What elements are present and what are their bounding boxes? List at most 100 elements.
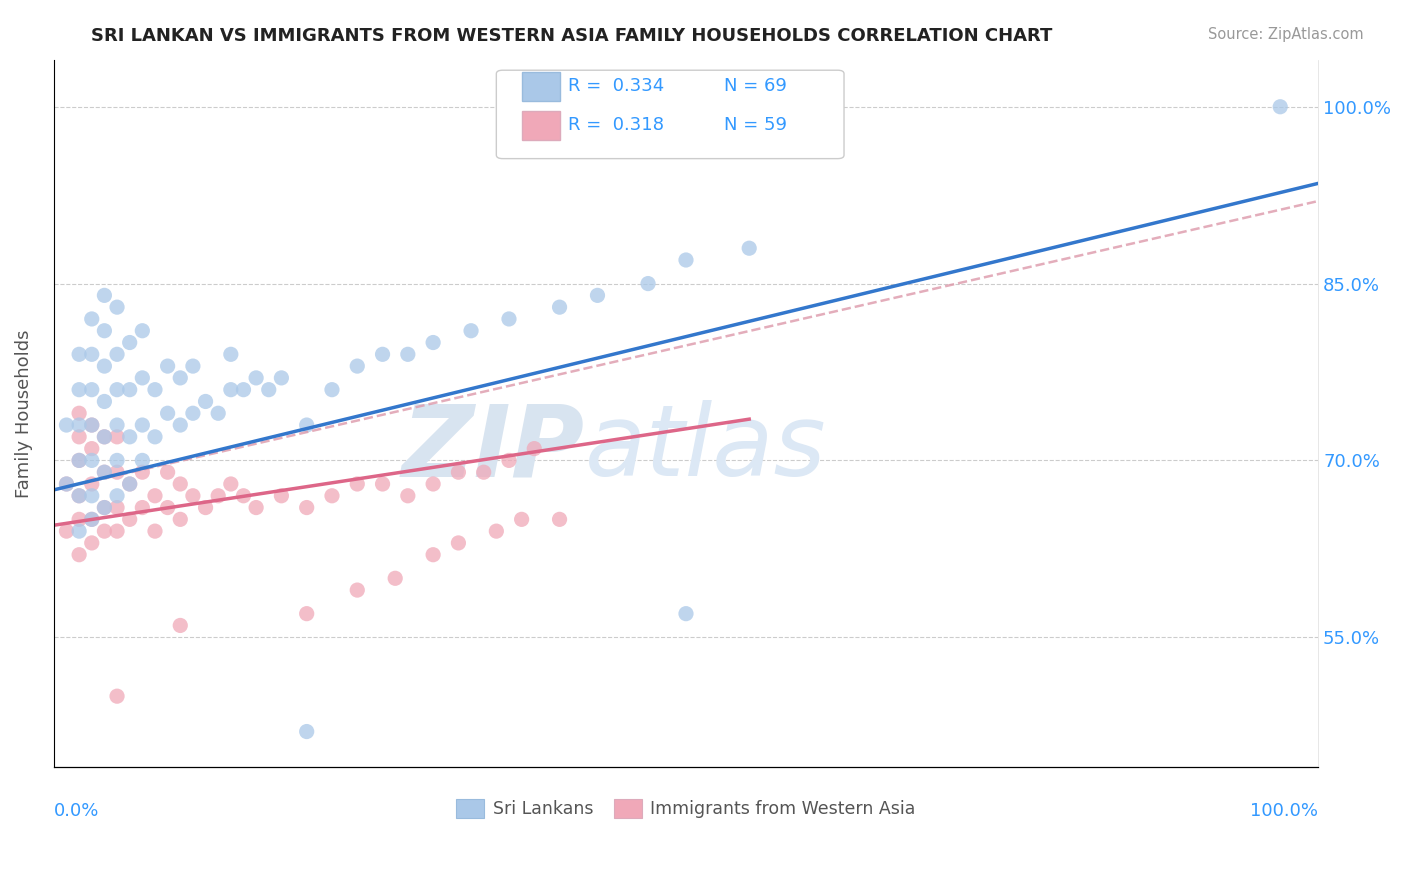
- Point: [485, 524, 508, 538]
- Point: [131, 500, 153, 515]
- Point: [55, 524, 77, 538]
- Point: [105, 383, 128, 397]
- Point: [219, 477, 242, 491]
- Point: [270, 371, 292, 385]
- Point: [295, 418, 318, 433]
- Point: [105, 453, 128, 467]
- Point: [675, 252, 697, 267]
- Point: [143, 489, 166, 503]
- Point: [55, 477, 77, 491]
- Point: [80, 418, 103, 433]
- Point: [548, 512, 571, 526]
- Point: [67, 489, 90, 503]
- Point: [738, 241, 761, 255]
- Point: [93, 524, 115, 538]
- Point: [105, 300, 128, 314]
- Point: [93, 430, 115, 444]
- Point: [80, 383, 103, 397]
- Point: [219, 383, 242, 397]
- Point: [131, 418, 153, 433]
- Point: [371, 347, 394, 361]
- Point: [371, 477, 394, 491]
- Point: [143, 524, 166, 538]
- Point: [93, 500, 115, 515]
- Point: [245, 500, 267, 515]
- Point: [93, 324, 115, 338]
- Text: R =  0.318: R = 0.318: [568, 116, 665, 135]
- Point: [105, 430, 128, 444]
- Text: ZIP: ZIP: [402, 401, 585, 497]
- Point: [637, 277, 659, 291]
- Point: [80, 512, 103, 526]
- Point: [105, 418, 128, 433]
- Point: [169, 512, 191, 526]
- Point: [93, 359, 115, 373]
- Point: [1270, 100, 1292, 114]
- Point: [93, 500, 115, 515]
- Point: [422, 548, 444, 562]
- Point: [105, 347, 128, 361]
- Point: [80, 418, 103, 433]
- Point: [67, 524, 90, 538]
- Point: [55, 477, 77, 491]
- Point: [396, 347, 419, 361]
- Point: [156, 500, 179, 515]
- Point: [93, 465, 115, 479]
- Point: [194, 500, 217, 515]
- Point: [67, 453, 90, 467]
- Point: [118, 477, 141, 491]
- Point: [131, 465, 153, 479]
- Point: [169, 618, 191, 632]
- Point: [447, 465, 470, 479]
- Point: [295, 607, 318, 621]
- Point: [67, 406, 90, 420]
- Point: [321, 489, 343, 503]
- Point: [460, 324, 482, 338]
- Point: [422, 477, 444, 491]
- Point: [232, 383, 254, 397]
- Point: [219, 347, 242, 361]
- Point: [498, 453, 520, 467]
- Point: [105, 500, 128, 515]
- Point: [118, 430, 141, 444]
- Point: [510, 512, 533, 526]
- Point: [80, 312, 103, 326]
- Point: [93, 288, 115, 302]
- Text: SRI LANKAN VS IMMIGRANTS FROM WESTERN ASIA FAMILY HOUSEHOLDS CORRELATION CHART: SRI LANKAN VS IMMIGRANTS FROM WESTERN AS…: [91, 27, 1053, 45]
- Point: [346, 583, 368, 598]
- Point: [207, 489, 229, 503]
- Point: [80, 489, 103, 503]
- Text: Source: ZipAtlas.com: Source: ZipAtlas.com: [1208, 27, 1364, 42]
- Point: [396, 489, 419, 503]
- Point: [245, 371, 267, 385]
- Point: [156, 406, 179, 420]
- Point: [169, 418, 191, 433]
- Text: 100.0%: 100.0%: [1250, 802, 1319, 821]
- Y-axis label: Family Households: Family Households: [15, 329, 32, 498]
- Point: [169, 371, 191, 385]
- Point: [156, 359, 179, 373]
- Point: [67, 383, 90, 397]
- Point: [321, 383, 343, 397]
- FancyBboxPatch shape: [496, 70, 844, 159]
- Point: [257, 383, 280, 397]
- Point: [105, 465, 128, 479]
- Point: [93, 430, 115, 444]
- Text: N = 59: N = 59: [724, 116, 787, 135]
- Point: [194, 394, 217, 409]
- Point: [55, 418, 77, 433]
- Point: [523, 442, 546, 456]
- FancyBboxPatch shape: [522, 111, 560, 140]
- Point: [295, 500, 318, 515]
- Text: atlas: atlas: [585, 401, 827, 497]
- Point: [80, 347, 103, 361]
- Point: [105, 689, 128, 703]
- Point: [118, 383, 141, 397]
- Point: [118, 335, 141, 350]
- Point: [93, 465, 115, 479]
- Point: [384, 571, 406, 585]
- Point: [67, 347, 90, 361]
- Point: [472, 465, 495, 479]
- Legend: Sri Lankans, Immigrants from Western Asia: Sri Lankans, Immigrants from Western Asi…: [450, 792, 922, 825]
- Point: [346, 477, 368, 491]
